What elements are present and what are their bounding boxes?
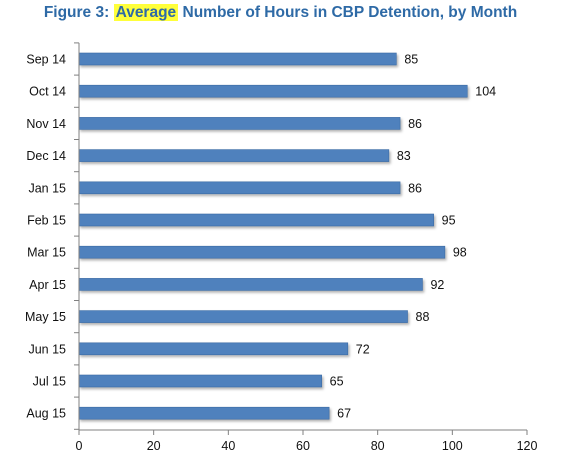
- title-prefix: Figure 3:: [43, 4, 114, 21]
- category-label: Jan 15: [28, 181, 66, 195]
- data-label: 65: [330, 375, 344, 389]
- title-highlight: Average: [113, 4, 179, 21]
- x-tick-label: 20: [147, 439, 161, 453]
- category-label: May 15: [25, 310, 66, 324]
- x-axis: 0 20 40 60 80 100 120: [74, 42, 538, 453]
- x-tick-label: 0: [76, 439, 83, 453]
- data-label: 92: [430, 278, 444, 292]
- data-label: 104: [475, 85, 496, 99]
- bar: [78, 84, 468, 98]
- data-label: 86: [408, 181, 422, 195]
- category-label: Aug 15: [26, 407, 66, 421]
- bar: [78, 117, 401, 130]
- bar: [78, 278, 423, 291]
- data-label: 98: [453, 246, 467, 260]
- bar: [78, 181, 401, 195]
- data-label: 85: [404, 53, 418, 67]
- chart-title: Figure 3: Average Number of Hours in CBP…: [0, 4, 561, 22]
- category-label: Sep 14: [26, 53, 66, 67]
- data-label: 88: [416, 310, 430, 324]
- bar: [78, 310, 408, 323]
- bar: [78, 149, 390, 162]
- x-tick-label: 40: [221, 439, 235, 453]
- category-label: Oct 14: [29, 85, 66, 99]
- category-label: Apr 15: [29, 278, 66, 292]
- bars-group: Sep 14 85 Oct 14 104 Nov 14 86 Dec 14 83 Jan 15 8…: [25, 53, 496, 421]
- x-tick-label: 100: [442, 439, 463, 453]
- data-label: 83: [397, 149, 411, 163]
- data-label: 67: [337, 407, 351, 421]
- category-label: Dec 14: [26, 149, 66, 163]
- title-suffix: Number of Hours in CBP Detention, by Mon…: [178, 4, 518, 21]
- category-label: Nov 14: [26, 117, 66, 131]
- bar: [78, 342, 349, 356]
- x-tick-label: 120: [517, 439, 538, 453]
- category-label: Jul 15: [33, 375, 66, 389]
- data-label: 86: [408, 117, 422, 131]
- bar: [78, 52, 397, 66]
- x-tick-label: 60: [296, 439, 310, 453]
- category-label: Jun 15: [28, 342, 66, 356]
- x-tick-label: 80: [371, 439, 385, 453]
- bar: [78, 406, 330, 420]
- category-label: Mar 15: [27, 246, 66, 260]
- bar: [78, 374, 322, 388]
- bar: [78, 245, 446, 259]
- category-label: Feb 15: [27, 214, 66, 228]
- data-label: 72: [356, 342, 370, 356]
- bar: [78, 213, 434, 227]
- data-label: 95: [442, 214, 456, 228]
